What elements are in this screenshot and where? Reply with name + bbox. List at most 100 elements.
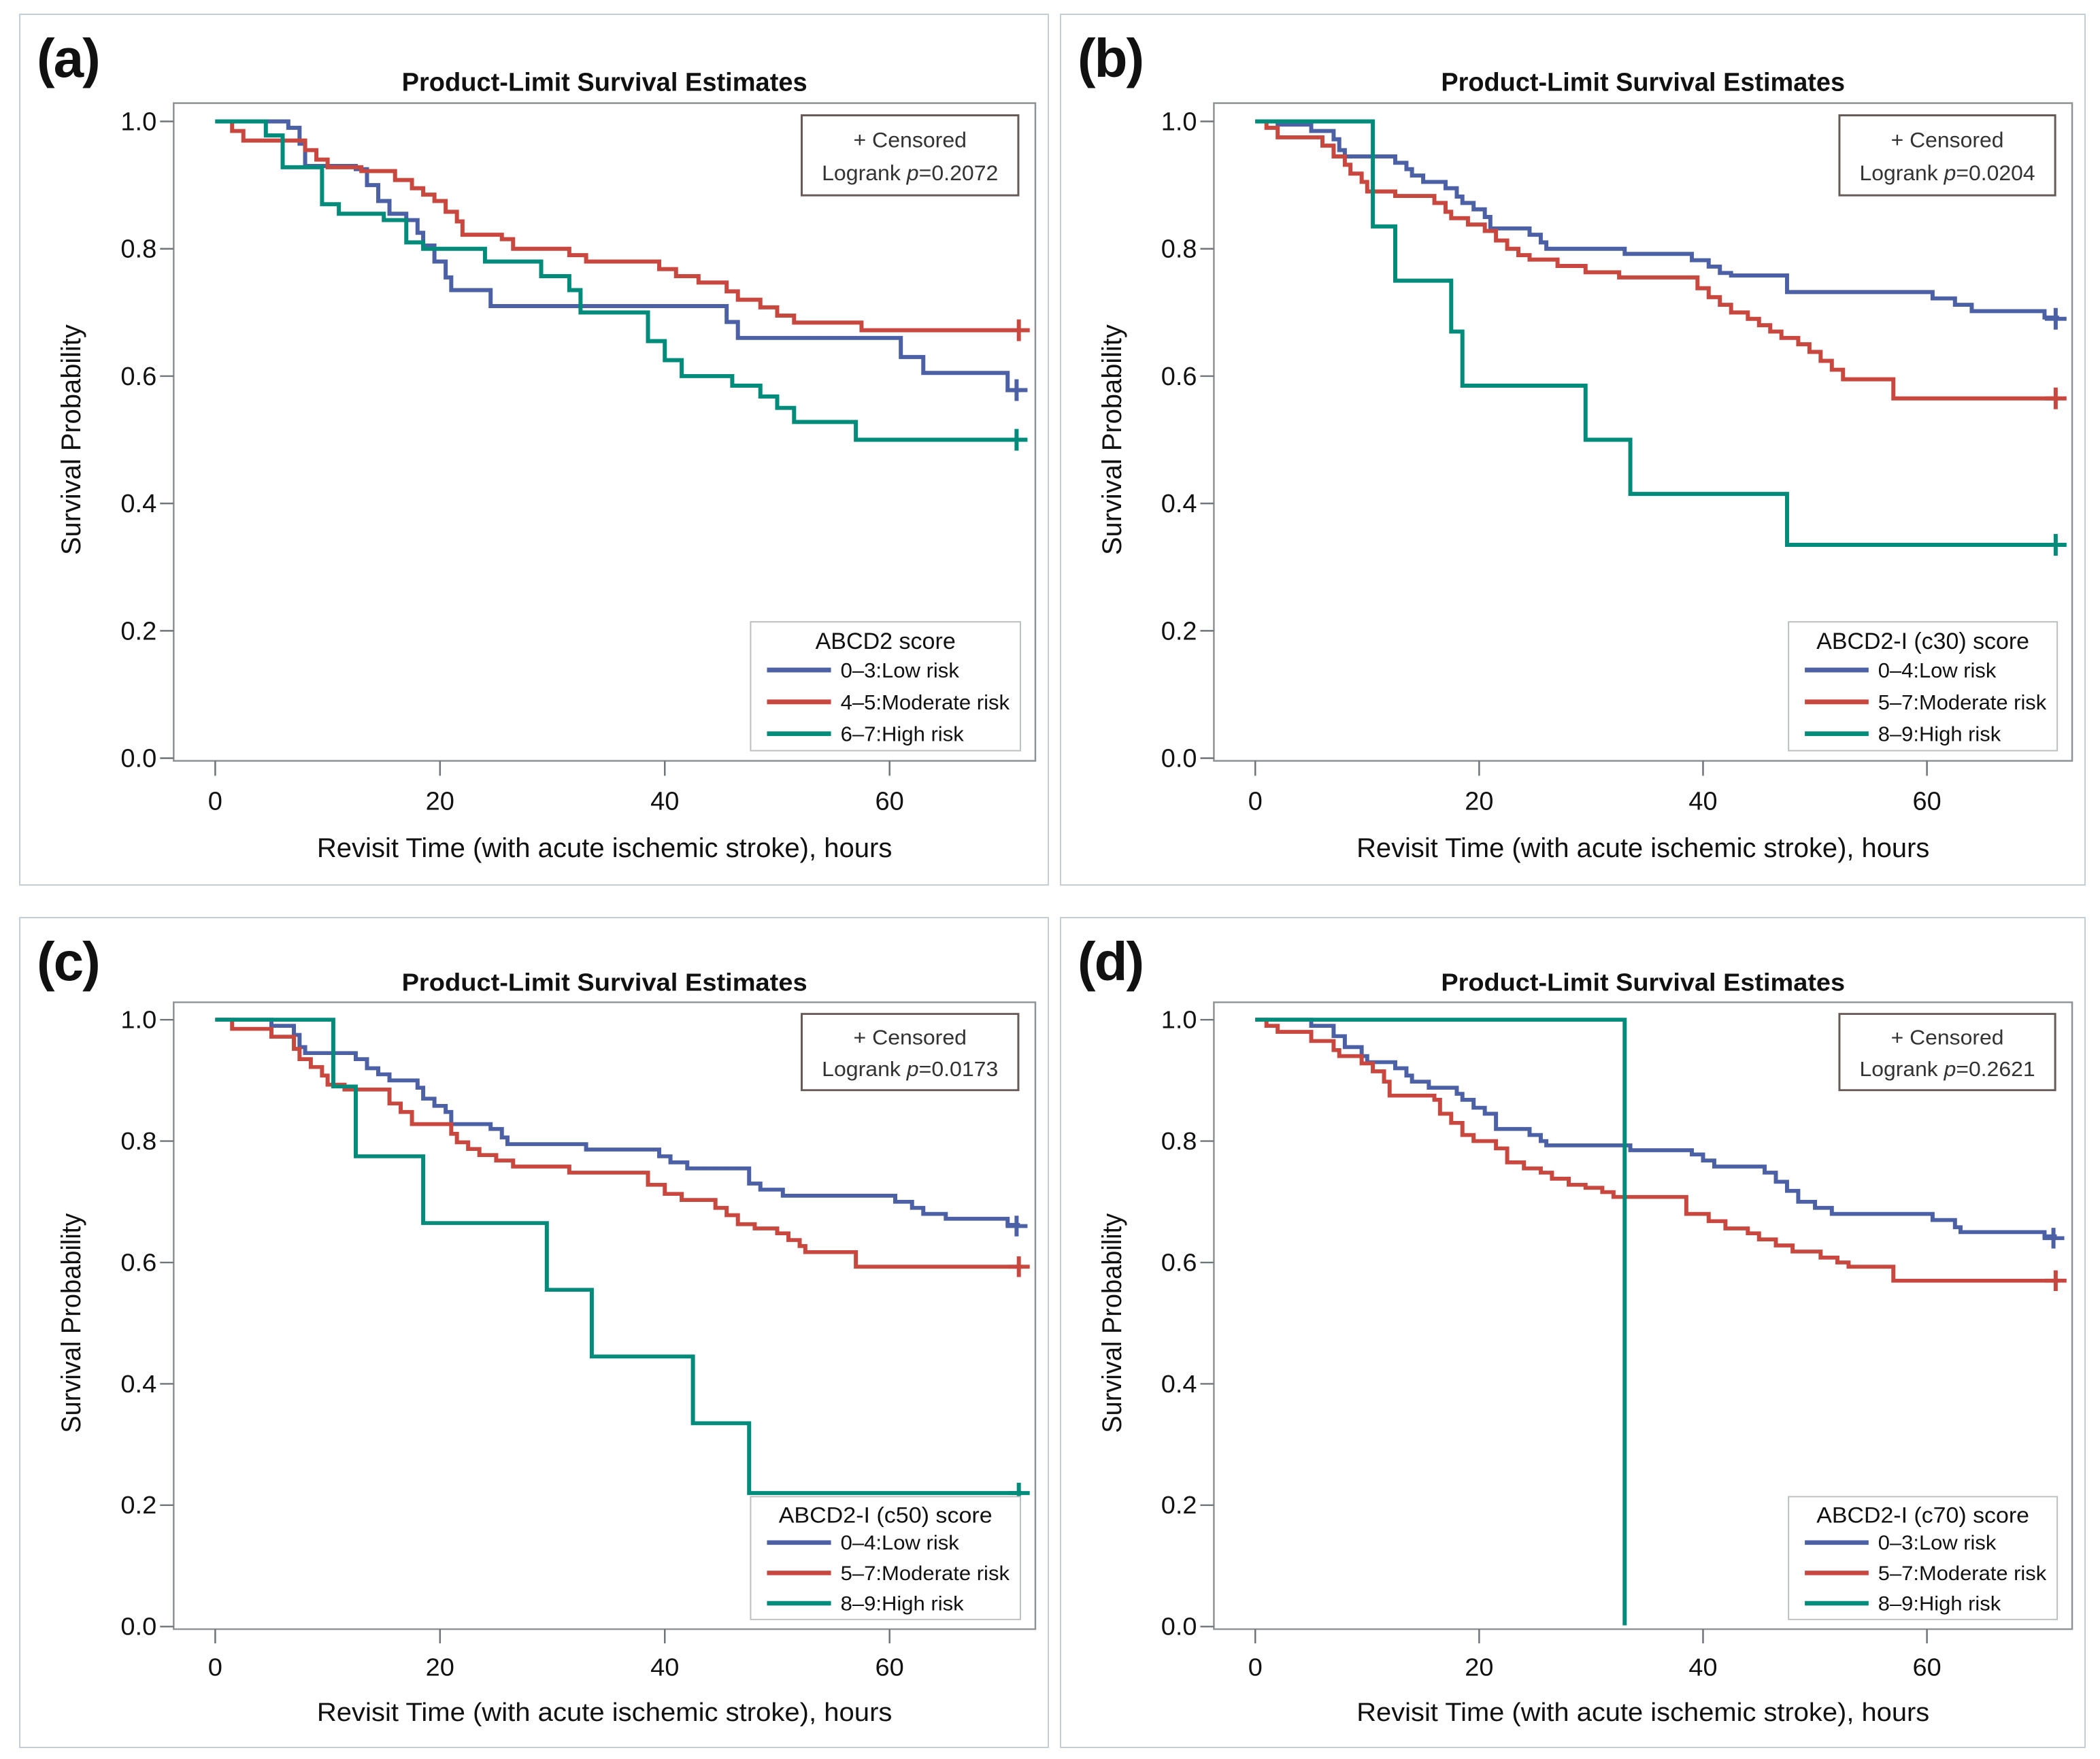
x-tick-label: 40 [1688, 787, 1717, 816]
y-tick-label: 0.6 [1161, 363, 1197, 391]
x-tick-label: 60 [1913, 1653, 1941, 1681]
logrank-label: Logrank p=0.2072 [822, 161, 998, 185]
y-tick-label: 1.0 [120, 108, 156, 137]
x-tick-label: 20 [426, 787, 454, 816]
curve-high-risk [1255, 119, 2059, 547]
panel-label-c: (c) [37, 931, 101, 992]
legend-label: 8–9:High risk [841, 1593, 965, 1615]
plot-frame [173, 102, 1037, 762]
legend-title: ABCD2-I (c50) score [779, 1503, 993, 1528]
y-tick-label: 0.4 [120, 1370, 156, 1398]
km-chart-d: Product-Limit Survival Estimates 1.0 0.8 0.… [1097, 968, 2073, 1727]
x-tick-label: 40 [1688, 1653, 1717, 1681]
legend-label: 6–7:High risk [841, 722, 965, 746]
y-tick-label: 0.6 [120, 363, 156, 391]
y-tick-label: 0.8 [120, 235, 156, 264]
panel-label-a: (a) [37, 28, 101, 88]
chart-title: Product-Limit Survival Estimates [1441, 968, 1845, 996]
y-tick-label: 0.8 [1161, 1127, 1197, 1155]
km-chart-a: Product-Limit Survival Estimates 1.0 0.8 0.… [56, 69, 1037, 863]
y-tick-label: 0.0 [120, 1613, 156, 1641]
legend-label: 8–9:High risk [1878, 1593, 2001, 1615]
curve-moderate-risk [215, 119, 1022, 333]
y-tick-label: 1.0 [1161, 1005, 1197, 1033]
plot-frame [173, 1001, 1037, 1630]
legend-label: 0–3:Low risk [1878, 1532, 1997, 1554]
km-chart-c: Product-Limit Survival Estimates 1.0 0.8 0.… [56, 968, 1037, 1727]
panel-b: (b) Product-Limit Survival Estimates 1.0 0… [1060, 14, 2086, 886]
y-tick-label: 0.2 [120, 1491, 156, 1519]
y-tick-label: 0.2 [1161, 1491, 1197, 1519]
annotation-box [1838, 1013, 2056, 1092]
logrank-label: Logrank p=0.0204 [1859, 161, 2035, 185]
y-axis-label: Survival Probability [1097, 324, 1127, 555]
y-tick-label: 0.2 [1161, 617, 1197, 646]
curve-low-risk [215, 1018, 1020, 1227]
panel-a: (a) Product-Limit Survival Estimates 1.0 0… [19, 14, 1049, 886]
legend-title: ABCD2-I (c30) score [1816, 629, 2029, 654]
x-tick-label: 20 [1465, 787, 1493, 816]
x-axis-label: Revisit Time (with acute ischemic stroke… [1356, 1698, 1929, 1727]
x-tick-label: 40 [650, 1653, 679, 1681]
curve-high-risk [1255, 1018, 1627, 1626]
annotation-box [801, 1013, 1020, 1092]
curve-low-risk [1255, 119, 2059, 320]
x-tick-label: 60 [876, 787, 904, 816]
y-tick-label: 0.8 [120, 1127, 156, 1155]
legend-box [750, 621, 1021, 752]
y-tick-label: 0.6 [1161, 1248, 1197, 1276]
x-tick-label: 0 [208, 1653, 222, 1681]
legend-label: 5–7:Moderate risk [1878, 1563, 2047, 1585]
annotation-box [801, 114, 1020, 197]
legend-box [1788, 1496, 2059, 1620]
x-tick-label: 0 [1248, 1653, 1263, 1681]
legend-box [1788, 621, 2059, 752]
y-tick-label: 0.2 [120, 617, 156, 646]
x-tick-label: 0 [208, 787, 222, 816]
chart-title: Product-Limit Survival Estimates [402, 968, 807, 996]
y-axis-label: Survival Probability [56, 1213, 86, 1433]
x-axis-label: Revisit Time (with acute ischemic stroke… [1356, 833, 1929, 863]
plot-frame [1213, 102, 2073, 762]
censored-label: + Censored [1891, 1026, 2004, 1049]
legend-label: 5–7:Moderate risk [841, 1563, 1010, 1585]
legend-label: 0–3:Low risk [841, 658, 960, 682]
panel-d: (d) Product-Limit Survival Estimates 1.0 0… [1060, 917, 2086, 1748]
y-tick-label: 0.8 [1161, 235, 1197, 264]
legend-label: 4–5:Moderate risk [841, 690, 1010, 714]
x-axis-label: Revisit Time (with acute ischemic stroke… [317, 1698, 893, 1727]
legend-label: 8–9:High risk [1878, 722, 2001, 746]
y-tick-label: 1.0 [1161, 107, 1197, 136]
chart-title: Product-Limit Survival Estimates [1441, 69, 1845, 97]
legend-label: 5–7:Moderate risk [1878, 690, 2047, 714]
x-tick-label: 20 [426, 1653, 454, 1681]
legend-label: 0–4:Low risk [1878, 658, 1997, 682]
censored-label: + Censored [1891, 127, 2004, 152]
x-tick-label: 60 [876, 1653, 904, 1681]
x-axis-label: Revisit Time (with acute ischemic stroke… [317, 833, 893, 863]
curve-high-risk [215, 1018, 1022, 1495]
y-tick-label: 0.4 [120, 490, 156, 518]
legend-title: ABCD2-I (c70) score [1816, 1503, 2029, 1528]
x-tick-label: 60 [1913, 787, 1941, 816]
legend-label: 0–4:Low risk [841, 1532, 960, 1554]
y-tick-label: 0.0 [1161, 745, 1197, 773]
x-tick-label: 0 [1248, 787, 1263, 816]
y-axis-label: Survival Probability [1097, 1213, 1127, 1433]
y-tick-label: 0.4 [1161, 1370, 1197, 1398]
logrank-label: Logrank p=0.0173 [822, 1058, 998, 1081]
panel-label-d: (d) [1078, 931, 1144, 992]
logrank-label: Logrank p=0.2621 [1859, 1058, 2035, 1081]
legend-box [750, 1496, 1021, 1620]
plot-frame [1213, 1001, 2073, 1630]
censored-label: + Censored [853, 127, 967, 152]
curve-high-risk [215, 119, 1020, 442]
annotation-box [1838, 114, 2056, 197]
x-tick-label: 20 [1465, 1653, 1493, 1681]
curve-low-risk [1255, 1018, 2057, 1239]
y-tick-label: 0.4 [1161, 490, 1197, 518]
y-tick-label: 0.0 [1161, 1612, 1197, 1640]
curve-moderate-risk [1255, 1018, 2059, 1283]
panel-c: (c) Product-Limit Survival Estimates 1.0 0… [19, 917, 1049, 1748]
